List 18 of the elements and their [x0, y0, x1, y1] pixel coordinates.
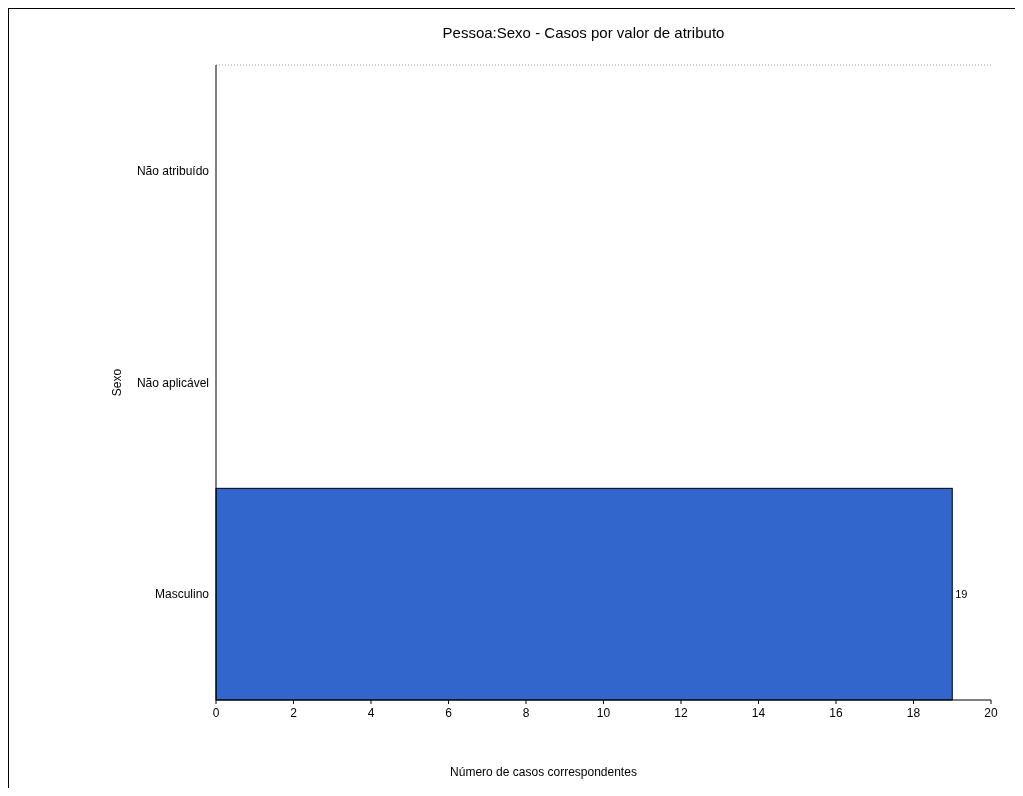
x-tick-label: 10: [596, 706, 611, 720]
x-tick-label: 20: [984, 706, 998, 720]
x-tick-label: 16: [829, 706, 843, 720]
y-tick-label: Masculino: [154, 587, 210, 602]
y-tick-label: Não atribuído: [136, 164, 210, 179]
x-tick-label: 4: [367, 706, 375, 720]
x-axis-title: Número de casos correspondentes: [450, 765, 637, 779]
y-axis-title: Sexo: [110, 368, 124, 397]
y-tick-label: Não aplicável: [136, 375, 209, 390]
x-tick-label: 0: [212, 706, 220, 720]
data-label: 19: [955, 588, 968, 601]
x-tick-label: 2: [290, 706, 298, 720]
chart-title: Pessoa:Sexo - Casos por valor de atributo: [442, 24, 725, 41]
x-tick-label: 18: [906, 706, 921, 720]
x-tick-label: 8: [522, 706, 530, 720]
x-tick-label: 12: [674, 706, 688, 720]
x-tick-label: 6: [445, 706, 453, 720]
x-tick-label: 14: [751, 706, 766, 720]
